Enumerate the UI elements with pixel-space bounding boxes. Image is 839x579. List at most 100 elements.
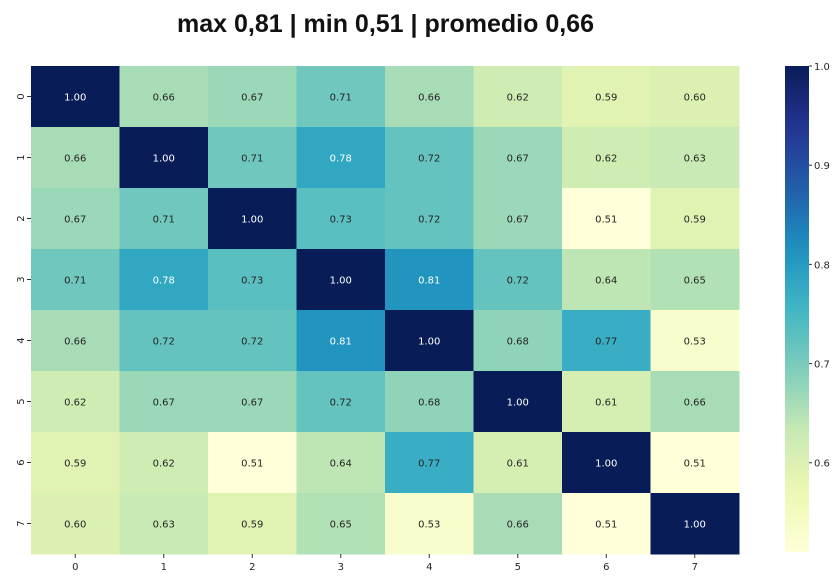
colorbar-tick-label: 0.7 (814, 360, 830, 371)
x-tick-label: 0 (72, 562, 78, 573)
cell-value-label: 0.71 (64, 276, 86, 287)
cell-value-label: 0.73 (330, 215, 352, 226)
cell-value-label: 0.72 (153, 337, 175, 348)
y-tick-label: 3 (16, 276, 27, 282)
heatmap-cell (119, 188, 209, 250)
colorbar-tick-label: 0.9 (814, 161, 830, 172)
heatmap-cell (385, 127, 474, 189)
y-tick-label: 7 (16, 520, 27, 526)
cell-value-label: 0.59 (241, 520, 263, 531)
heatmap-cell (650, 310, 740, 372)
cell-value-label: 0.66 (64, 337, 86, 348)
y-tick-label: 1 (16, 154, 27, 160)
heatmap-cell (473, 249, 563, 311)
heatmap-cell (562, 127, 651, 189)
heatmap-cell (473, 371, 563, 433)
cell-value-label: 0.53 (684, 337, 706, 348)
cell-value-label: 0.59 (595, 93, 617, 104)
colorbar-gradient (785, 66, 809, 552)
heatmap-cell (650, 493, 740, 555)
cell-value-label: 0.62 (153, 459, 175, 470)
cell-value-label: 0.66 (64, 154, 86, 165)
heatmap-cell (385, 493, 474, 555)
heatmap-cell (385, 432, 474, 494)
heatmap-cell (473, 188, 563, 250)
cell-value-label: 0.64 (595, 276, 617, 287)
cell-value-label: 0.71 (153, 215, 175, 226)
cell-value-label: 1.00 (418, 337, 440, 348)
cell-value-label: 0.72 (241, 337, 263, 348)
cell-value-label: 0.72 (330, 398, 352, 409)
heatmap-cell (119, 310, 209, 372)
heatmap-cell (473, 66, 563, 128)
heatmap-cell (31, 493, 120, 555)
cell-value-label: 0.60 (684, 93, 706, 104)
heatmap-cell (296, 66, 386, 128)
heatmap-cell (208, 188, 297, 250)
cell-value-label: 0.65 (684, 276, 706, 287)
cell-value-label: 0.77 (595, 337, 617, 348)
heatmap-cell (473, 127, 563, 189)
cell-value-label: 1.00 (507, 398, 529, 409)
y-tick-label: 0 (16, 93, 27, 99)
cell-value-label: 0.59 (684, 215, 706, 226)
heatmap-cell (296, 432, 386, 494)
cell-value-label: 0.60 (64, 520, 86, 531)
heatmap-cell (562, 188, 651, 250)
cell-value-label: 0.71 (330, 93, 352, 104)
colorbar: 0.6 0.7 0.8 0.9 1.0 (785, 62, 830, 552)
cell-value-label: 0.67 (241, 93, 263, 104)
x-tick-label: 1 (161, 562, 167, 573)
heatmap-cell (562, 66, 651, 128)
cell-value-label: 0.51 (241, 459, 263, 470)
cell-value-label: 0.67 (507, 154, 529, 165)
x-tick-label: 4 (426, 562, 432, 573)
cell-value-label: 0.72 (507, 276, 529, 287)
cell-value-label: 0.68 (418, 398, 440, 409)
heatmap-cell (119, 249, 209, 311)
heatmap-cell (473, 432, 563, 494)
cell-value-label: 0.61 (507, 459, 529, 470)
cell-value-label: 0.68 (507, 337, 529, 348)
cell-value-label: 0.72 (418, 215, 440, 226)
x-axis: 0 1 2 3 4 5 6 7 (72, 554, 698, 573)
y-tick-label: 5 (16, 398, 27, 404)
cell-value-label: 0.72 (418, 154, 440, 165)
cell-value-label: 1.00 (684, 520, 706, 531)
heatmap-cell (31, 432, 120, 494)
cell-value-label: 0.62 (64, 398, 86, 409)
y-axis: 0 1 2 3 4 5 6 7 (16, 93, 31, 527)
heatmap-cell (650, 127, 740, 189)
heatmap-cell (296, 310, 386, 372)
heatmap-cell (473, 493, 563, 555)
x-tick-label: 2 (249, 562, 255, 573)
cell-value-label: 0.81 (418, 276, 440, 287)
heatmap-cell (119, 371, 209, 433)
x-tick-label: 6 (603, 562, 609, 573)
heatmap-cell (31, 127, 120, 189)
cell-value-label: 0.53 (418, 520, 440, 531)
heatmap-cell (208, 371, 297, 433)
y-tick-label: 4 (16, 337, 27, 343)
cell-value-label: 1.00 (64, 93, 86, 104)
heatmap-cell (31, 371, 120, 433)
heatmap-cell (385, 249, 474, 311)
heatmap-cell (31, 249, 120, 311)
cell-value-label: 0.62 (595, 154, 617, 165)
cell-value-label: 0.67 (241, 398, 263, 409)
cell-value-label: 0.51 (684, 459, 706, 470)
y-tick-label: 6 (16, 459, 27, 465)
cell-value-label: 0.77 (418, 459, 440, 470)
heatmap-cell (385, 371, 474, 433)
cell-value-label: 0.66 (684, 398, 706, 409)
cell-value-label: 0.65 (330, 520, 352, 531)
cell-value-label: 1.00 (330, 276, 352, 287)
cell-value-label: 0.62 (507, 93, 529, 104)
heatmap-cell (208, 66, 297, 128)
heatmap-cell (473, 310, 563, 372)
heatmap-cell (650, 66, 740, 128)
cell-value-label: 0.67 (507, 215, 529, 226)
heatmap-cell (119, 493, 209, 555)
heatmap-cell (385, 310, 474, 372)
heatmap-cell (650, 249, 740, 311)
